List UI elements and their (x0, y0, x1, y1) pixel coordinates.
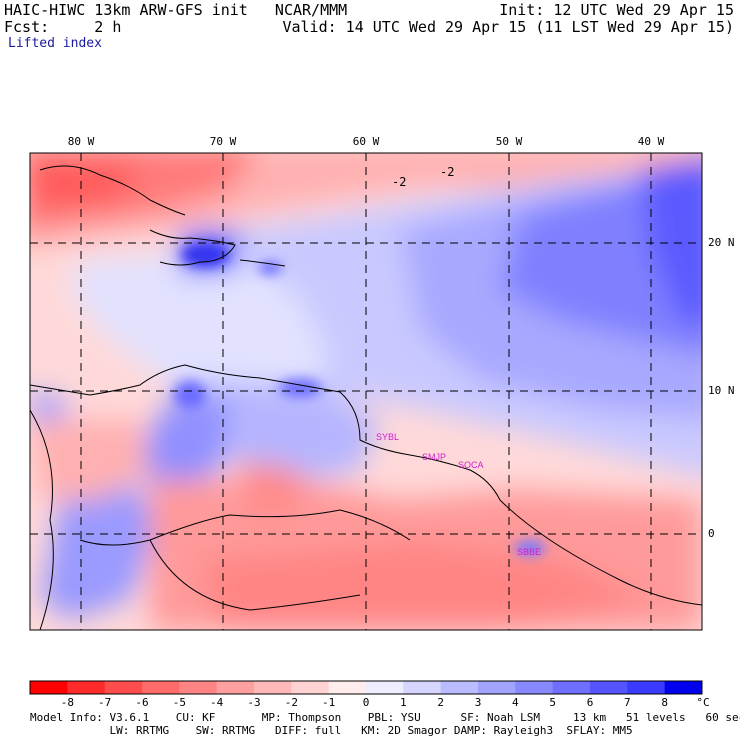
colorbar-tick-label: -5 (172, 696, 186, 709)
map-frame (29, 152, 703, 631)
field-name: Lifted index (8, 36, 102, 51)
colorbar-swatch (142, 681, 180, 694)
lon-label-80w: 80 W (67, 135, 95, 148)
colorbar-swatch (179, 681, 218, 694)
colorbar-tick-label: 8 (661, 696, 668, 709)
colorbar-swatch (403, 681, 442, 694)
colorbar-swatch (440, 681, 479, 694)
station-labels: SYBL SMJP SOCA SBBE (376, 432, 541, 557)
station-soca: SOCA (458, 460, 484, 470)
colorbar-tick-label: 4 (512, 696, 519, 709)
lat-label-10n: 10 N (708, 384, 735, 397)
colorbar-swatch (254, 681, 292, 694)
colorbar-tick-label: 2 (437, 696, 444, 709)
colorbar-tick-label: 1 (400, 696, 407, 709)
colorbar-frame (29, 680, 703, 695)
colorbar-tick-label: 3 (474, 696, 482, 709)
colorbar (29, 680, 703, 695)
colorbar-swatch (515, 681, 554, 694)
lon-label-70w: 70 W (209, 135, 237, 148)
map-title: HAIC-HIWC 13km ARW-GFS init NCAR/MMM (4, 1, 348, 19)
station-sybl: SYBL (376, 432, 399, 442)
colorbar-tick-label: 5 (549, 696, 556, 709)
colorbar-swatch (552, 681, 591, 694)
lon-label-60w: 60 W (352, 135, 380, 148)
colorbar-swatch (590, 681, 628, 694)
colorbar-tick-label: 0 (362, 696, 370, 709)
colorbar-swatch (67, 681, 106, 694)
station-smjp: SMJP (422, 452, 446, 462)
colorbar-swatch (104, 681, 143, 694)
colorbar-swatch (366, 681, 404, 694)
colorbar-swatch (328, 681, 367, 694)
colorbar-tick-label: -6 (135, 696, 149, 709)
contour-label-1: -2 (392, 175, 406, 189)
lat-label-0: 0 (708, 527, 715, 540)
colorbar-swatch (30, 681, 68, 694)
station-sbbe: SBBE (517, 547, 541, 557)
colorbar-tick-label: -2 (284, 696, 298, 709)
colorbar-tick-label: -3 (247, 696, 261, 709)
lon-label-50w: 50 W (495, 135, 523, 148)
colorbar-tick-label: -1 (322, 696, 336, 709)
colorbar-swatch (478, 681, 516, 694)
coastlines (29, 165, 703, 631)
model-info-line-1: Model Info: V3.6.1 CU: KF MP: Thompson P… (30, 711, 740, 724)
colorbar-swatch (216, 681, 255, 694)
model-info-line-2: LW: RRTMG SW: RRTMG DIFF: full KM: 2D Sm… (30, 724, 633, 737)
colorbar-swatch (291, 681, 330, 694)
contour-label-2: -2 (440, 165, 454, 179)
colorbar-swatch (627, 681, 666, 694)
colorbar-swatch (664, 681, 703, 694)
colorbar-tick-label: -7 (98, 696, 112, 709)
valid-time: Valid: 14 UTC Wed 29 Apr 15 (11 LST Wed … (282, 18, 734, 36)
colorbar-tick-label: 7 (624, 696, 631, 709)
colorbar-tick-label: -8 (60, 696, 74, 709)
lat-lon-grid (30, 153, 702, 630)
colorbar-tick-label: 6 (586, 696, 594, 709)
init-time: Init: 12 UTC Wed 29 Apr 15 (499, 1, 734, 19)
colorbar-tick-label: -4 (210, 696, 224, 709)
lat-label-20n: 20 N (708, 236, 735, 249)
lon-label-40w: 40 W (637, 135, 665, 148)
forecast-hour: Fcst: 2 h (4, 18, 122, 36)
colorbar-unit: °C (696, 696, 710, 709)
